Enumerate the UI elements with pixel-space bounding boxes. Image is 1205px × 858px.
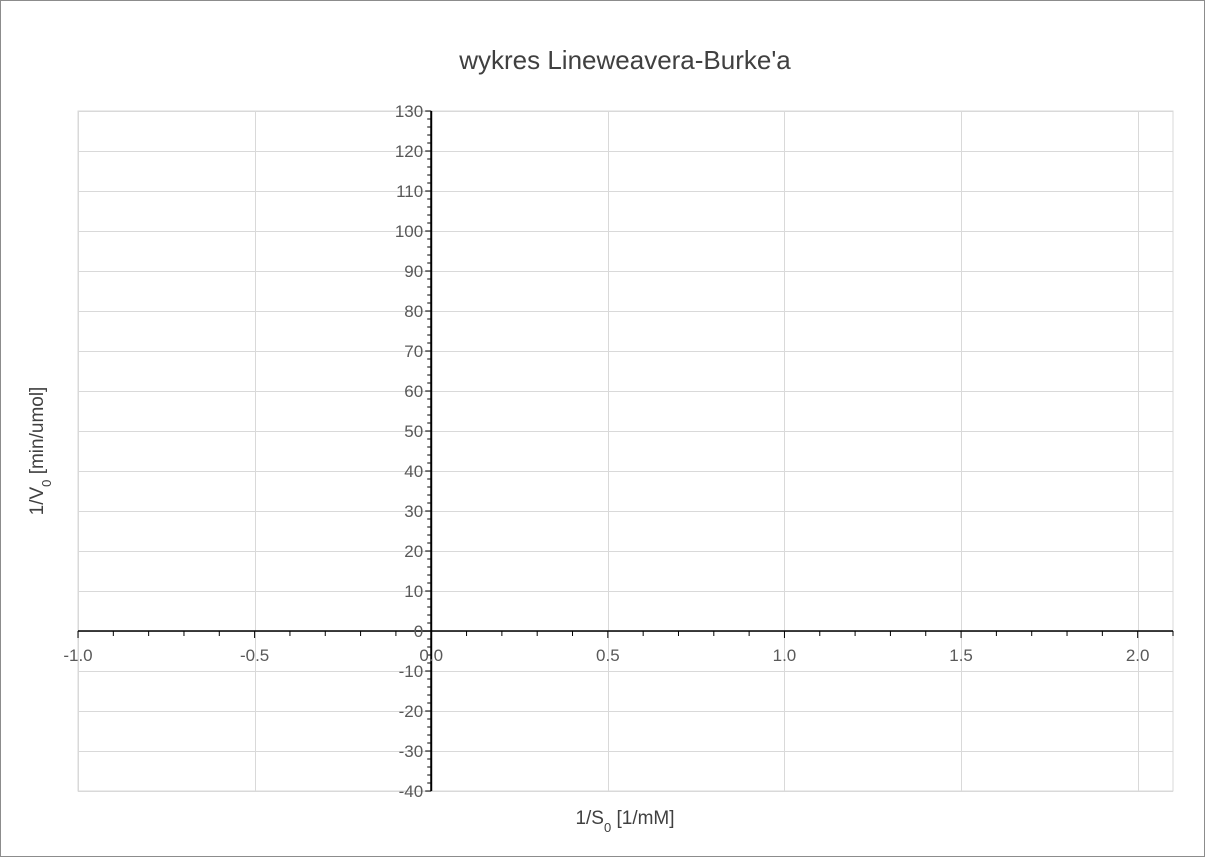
plot-area-border [77, 110, 1174, 792]
y-tick-label: 110 [396, 182, 423, 201]
gridlines [77, 110, 1174, 792]
y-axis-title-subscript: 0 [39, 480, 54, 487]
y-axis-title-main: 1/V [27, 486, 48, 515]
x-tick-label: 0.0 [419, 646, 443, 665]
y-tick-label: 20 [404, 542, 423, 561]
y-tick-label: -20 [399, 702, 424, 721]
y-tick-label: 0 [414, 622, 423, 641]
y-tick-label: 50 [404, 422, 423, 441]
y-tick-label: 30 [404, 502, 423, 521]
y-tick-label: -10 [399, 662, 424, 681]
y-tick-label: 100 [395, 222, 423, 241]
y-tick-label: 90 [404, 262, 423, 281]
x-tick-label: 1.5 [949, 646, 973, 665]
y-tick-label: 60 [404, 382, 423, 401]
x-tick-label: 0.5 [596, 646, 620, 665]
y-axis-title-unit: [min/umol] [27, 387, 48, 480]
y-tick-label: 120 [395, 142, 423, 161]
y-tick-label: -30 [399, 742, 424, 761]
x-axis-title-unit: [1/mM] [611, 808, 674, 829]
x-tick-label: -1.0 [63, 646, 92, 665]
y-tick-label: 40 [404, 462, 423, 481]
y-tick-label: 130 [395, 102, 423, 121]
y-tick-label: 10 [404, 582, 423, 601]
x-axis-title-subscript: 0 [604, 820, 611, 835]
x-axis-title-main: 1/S [575, 808, 604, 829]
x-tick-label: 2.0 [1126, 646, 1150, 665]
y-tick-label: 70 [404, 342, 423, 361]
axes [77, 110, 1174, 792]
x-tick-label: 1.0 [773, 646, 797, 665]
y-tick-label: -40 [399, 782, 424, 801]
y-tick-label: 80 [404, 302, 423, 321]
y-axis-title: 1/V0 [min/umol] [27, 387, 54, 516]
x-axis-title: 1/S0 [1/mM] [575, 808, 674, 835]
chart-title: wykres Lineweavera-Burke'a [458, 45, 791, 75]
tick-labels: -40 -30 -20 -10 0 10 20 30 40 50 60 70 80 90 100 110 120… [63, 102, 1149, 801]
x-tick-label: -0.5 [240, 646, 269, 665]
